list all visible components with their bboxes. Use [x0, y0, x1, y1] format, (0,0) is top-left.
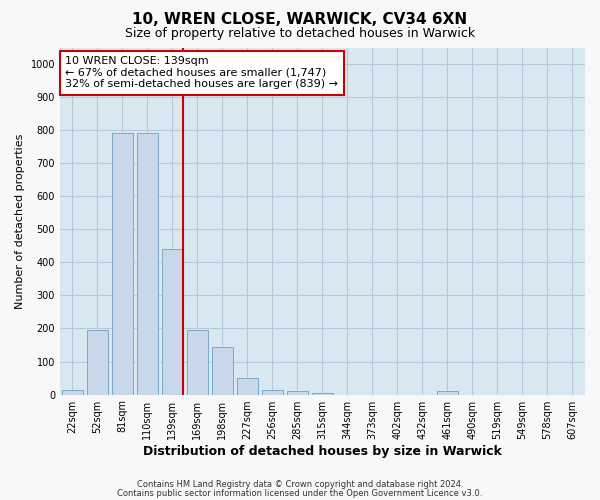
Bar: [87, 330, 108, 394]
Text: Contains public sector information licensed under the Open Government Licence v3: Contains public sector information licen…: [118, 488, 482, 498]
Bar: [212, 346, 233, 395]
Bar: [237, 378, 258, 394]
Text: Size of property relative to detached houses in Warwick: Size of property relative to detached ho…: [125, 28, 475, 40]
Bar: [312, 393, 333, 394]
Bar: [262, 390, 283, 394]
Bar: [187, 330, 208, 394]
Text: 10, WREN CLOSE, WARWICK, CV34 6XN: 10, WREN CLOSE, WARWICK, CV34 6XN: [133, 12, 467, 28]
Text: Contains HM Land Registry data © Crown copyright and database right 2024.: Contains HM Land Registry data © Crown c…: [137, 480, 463, 489]
Bar: [62, 390, 83, 394]
X-axis label: Distribution of detached houses by size in Warwick: Distribution of detached houses by size …: [143, 444, 502, 458]
Bar: [112, 134, 133, 394]
Bar: [137, 134, 158, 394]
Bar: [162, 249, 183, 394]
Text: 10 WREN CLOSE: 139sqm
← 67% of detached houses are smaller (1,747)
32% of semi-d: 10 WREN CLOSE: 139sqm ← 67% of detached …: [65, 56, 338, 90]
Bar: [437, 392, 458, 394]
Y-axis label: Number of detached properties: Number of detached properties: [15, 134, 25, 308]
Bar: [287, 392, 308, 394]
